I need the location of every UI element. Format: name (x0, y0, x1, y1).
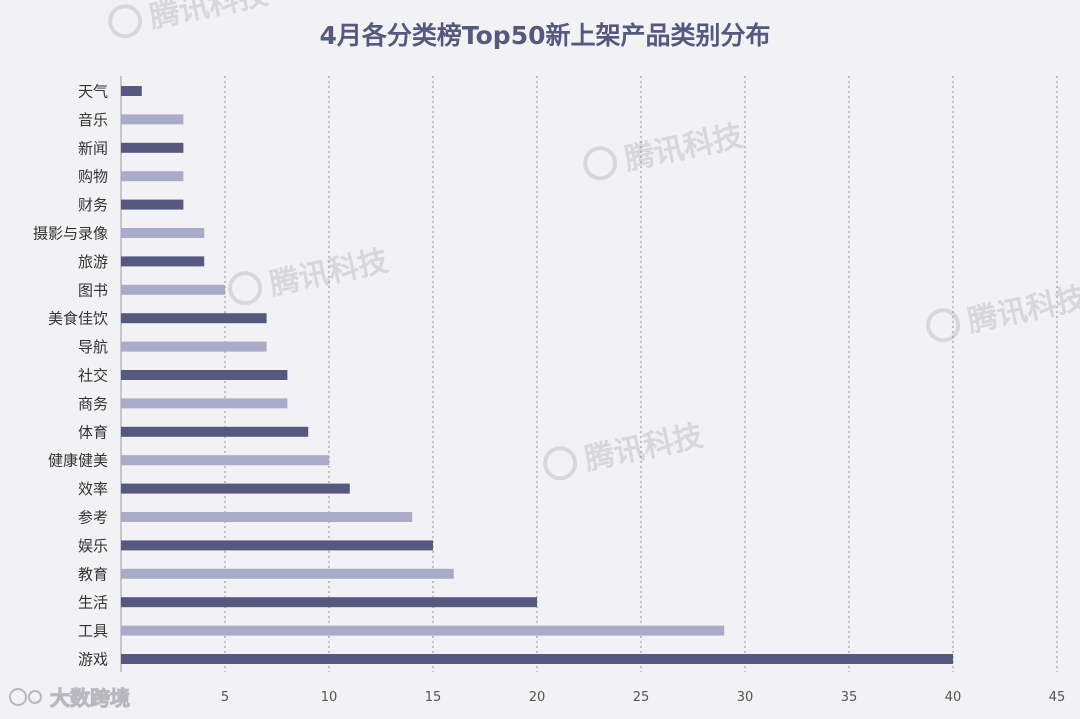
category-label: 工具 (78, 622, 108, 640)
category-label: 天气 (78, 83, 108, 101)
x-tick-label: 25 (633, 690, 650, 705)
corner-watermark-icon (28, 690, 42, 704)
x-tick-label: 35 (841, 690, 858, 705)
watermark-logo-icon (543, 446, 578, 481)
category-label: 生活 (78, 594, 108, 612)
x-axis-ticks: 0 5 10 15 20 25 30 35 40 45 (117, 690, 1065, 705)
x-tick-label: 15 (425, 690, 442, 705)
category-label: 效率 (78, 480, 108, 498)
x-tick-label: 10 (321, 690, 338, 705)
bar (121, 86, 142, 96)
watermark-logo-icon (583, 146, 618, 181)
corner-watermark: 大数跨境 (9, 686, 131, 711)
category-label: 图书 (78, 281, 108, 299)
bar (121, 370, 288, 380)
bar (121, 455, 329, 466)
x-tick-label: 20 (529, 690, 546, 705)
bar (121, 540, 433, 551)
category-label: 体育 (78, 423, 108, 441)
corner-watermark-icon (9, 688, 27, 706)
bar (121, 568, 454, 579)
category-label: 参考 (78, 509, 108, 527)
category-label: 新闻 (78, 139, 108, 157)
watermark-logo-icon (926, 308, 961, 343)
bar (121, 228, 205, 238)
category-label: 财务 (78, 196, 108, 214)
category-label: 旅游 (78, 253, 108, 271)
bar (121, 142, 184, 153)
category-label: 摄影与录像 (33, 225, 108, 243)
category-label: 教育 (78, 565, 108, 583)
category-label: 游戏 (78, 651, 108, 669)
bar (121, 341, 267, 352)
bar (121, 426, 309, 437)
category-label: 商务 (78, 395, 108, 413)
bar (121, 256, 205, 267)
watermark-logo-icon (108, 4, 143, 39)
watermark-logo-icon (228, 271, 263, 306)
bar (121, 398, 288, 409)
category-labels: 天气音乐新闻购物财务摄影与录像旅游图书美食佳饮导航社交商务体育健康健美效率参考娱… (33, 83, 108, 669)
x-tick-label: 5 (221, 690, 229, 705)
x-tick-label: 40 (945, 690, 962, 705)
category-label: 导航 (78, 338, 108, 356)
bar (121, 597, 537, 608)
bar (121, 284, 225, 295)
bar (121, 313, 267, 324)
bar (121, 654, 953, 664)
category-label: 美食佳饮 (48, 310, 108, 328)
corner-watermark-text: 大数跨境 (50, 686, 130, 710)
category-label: 健康健美 (48, 452, 108, 470)
bar (121, 199, 184, 210)
bar (121, 512, 413, 522)
bars (121, 86, 953, 664)
bar (121, 171, 184, 182)
bar (121, 114, 184, 125)
category-label: 音乐 (78, 111, 108, 129)
category-label: 购物 (78, 168, 108, 186)
bar (121, 625, 725, 636)
x-tick-label: 30 (737, 690, 754, 705)
x-tick-label: 0 (117, 690, 125, 705)
chart-title: 4月各分类榜Top50新上架产品类别分布 (320, 21, 771, 50)
bar (121, 483, 350, 494)
x-tick-label: 45 (1049, 690, 1066, 705)
category-label: 社交 (78, 367, 108, 385)
category-label: 娱乐 (78, 537, 108, 555)
